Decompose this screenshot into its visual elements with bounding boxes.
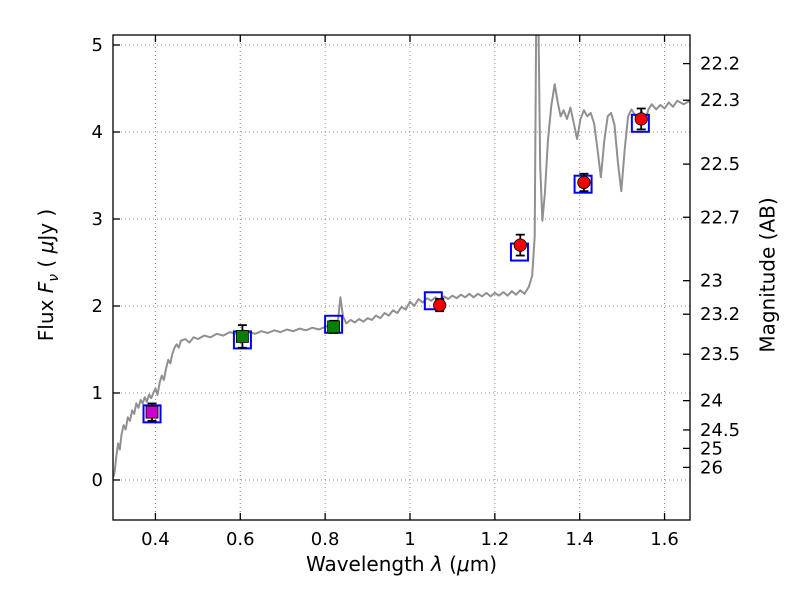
y-tick-label-right: 23.5 [700, 344, 740, 365]
observed-photometry-marker [145, 405, 159, 419]
mu-symbol: μ [456, 552, 470, 576]
y-axis-label-left: Flux Fν ( μJy ) [34, 208, 63, 342]
y-tick-label-right: 25 [700, 438, 723, 459]
y-tick-label-left: 1 [92, 383, 103, 404]
x-tick-label: 0.8 [311, 529, 340, 550]
grid [113, 35, 690, 520]
tick-marks [113, 35, 690, 520]
y-tick-label-left: 4 [92, 122, 103, 143]
axes-frame [112, 34, 691, 521]
flux-symbol: F [34, 281, 59, 294]
y-axis-label-right-text: Magnitude (AB) [756, 197, 781, 353]
tick-labels: 0.4 0.6 0.8 1 1.2 1.4 1.601234522.222.322.522.… [92, 35, 741, 550]
y-tick-label-left: 5 [92, 35, 103, 56]
observed-photometry-marker [634, 112, 648, 126]
x-axis-label: Wavelength λ (μm) [305, 552, 498, 576]
observed-photometry-marker [236, 330, 249, 343]
y-tick-label-right: 22.3 [700, 90, 740, 111]
y-tick-label-right: 23.2 [700, 304, 740, 325]
observed-photometry-marker [577, 175, 591, 190]
lambda-symbol: λ [430, 552, 443, 576]
y-axis-label-right: Magnitude (AB) [748, 40, 788, 510]
y-tick-label-right: 26 [700, 457, 723, 478]
y-tick-label-left: 2 [92, 296, 103, 317]
y-tick-label-right: 22.2 [700, 54, 740, 75]
y-tick-label-right: 22.7 [700, 207, 740, 228]
x-tick-label: 1 [404, 529, 415, 550]
y-tick-label-left: 0 [92, 470, 103, 491]
observed-photometry-marker [513, 238, 527, 252]
y-tick-label-right: 24.5 [700, 420, 740, 441]
x-tick-label: 1.4 [565, 529, 594, 550]
y-tick-label-right: 22.5 [700, 154, 740, 175]
y-tick-label-right: 24 [700, 391, 723, 412]
x-tick-label: 1.6 [650, 529, 679, 550]
mu-symbol-flux: μ [34, 240, 59, 254]
x-axis-label-text: Wavelength [305, 552, 431, 576]
observed-photometry [145, 107, 648, 422]
nu-subscript: ν [46, 273, 63, 282]
y-tick-label-left: 3 [92, 209, 103, 230]
x-tick-label: 1.2 [481, 529, 510, 550]
model-spectrum-line [113, 35, 690, 479]
x-tick-label: 0.6 [226, 529, 255, 550]
observed-photometry-marker [327, 320, 341, 334]
observed-photometry-marker [433, 298, 447, 312]
x-tick-label: 0.4 [141, 529, 170, 550]
y-tick-label-right: 23 [700, 271, 723, 292]
